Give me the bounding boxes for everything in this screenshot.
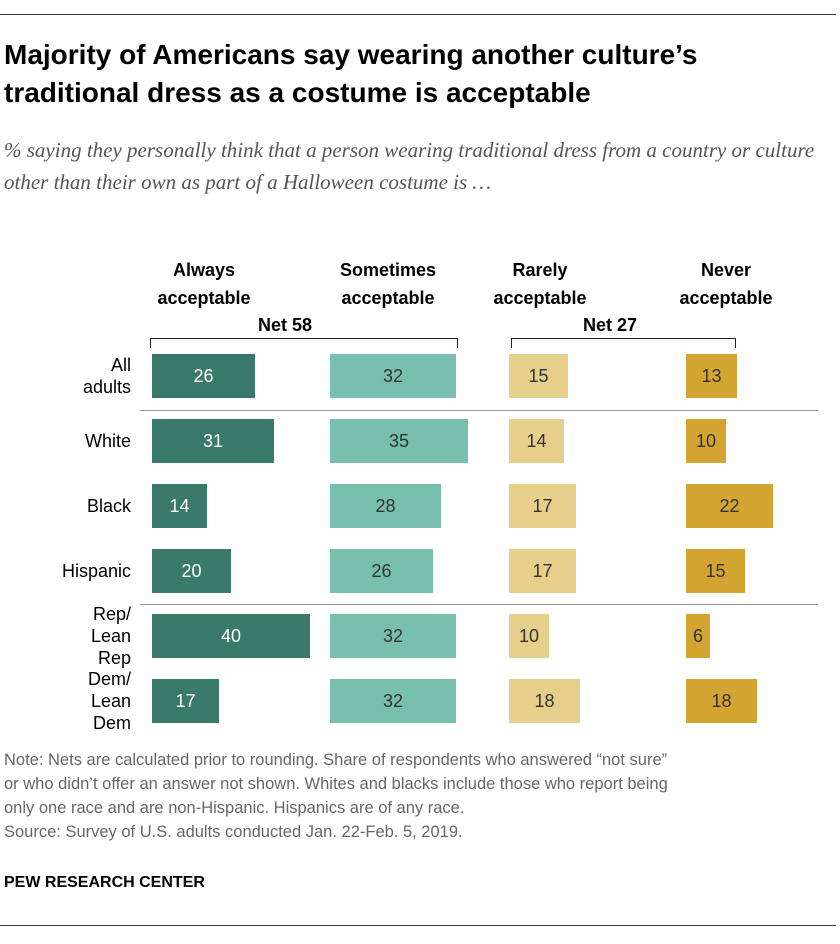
- bar-never-acceptable-rep-lean-rep: 6: [686, 614, 710, 658]
- bar-always-acceptable-all-adults: 26: [152, 354, 255, 398]
- column-header-line: acceptable: [341, 288, 435, 308]
- bar-rarely-acceptable-hispanic: 17: [509, 549, 576, 593]
- bar-never-acceptable-hispanic: 15: [686, 549, 745, 593]
- bar-always-acceptable-hispanic: 20: [152, 549, 231, 593]
- row-label-line: Dem: [92, 713, 131, 733]
- bar-sometimes-acceptable-hispanic: 26: [330, 549, 433, 593]
- row-label-all-adults: All adults: [0, 354, 131, 398]
- row-label-line: Lean: [90, 691, 131, 711]
- row-label-line: Black: [86, 496, 131, 516]
- note-line: only one race and are non-Hispanic. Hisp…: [4, 799, 465, 817]
- row-label-white: White: [0, 430, 131, 452]
- column-header-line: Always: [172, 260, 236, 280]
- chart-notes: Note: Nets are calculated prior to round…: [4, 748, 836, 844]
- bottom-rule: [0, 925, 836, 926]
- bar-always-acceptable-dem-lean-dem: 17: [152, 679, 219, 723]
- chart-subtitle: % saying they personally think that a pe…: [4, 138, 815, 194]
- net-bracket: [511, 338, 736, 348]
- bar-rarely-acceptable-rep-lean-rep: 10: [509, 614, 549, 658]
- column-header-always-acceptable: Always acceptable: [114, 256, 294, 312]
- row-label-line: All: [110, 355, 131, 375]
- row-label-line: White: [84, 431, 131, 451]
- row-label-rep-lean-rep: Rep/Lean Rep: [0, 603, 131, 669]
- column-header-line: Never: [700, 260, 752, 280]
- brand-label: PEW RESEARCH CENTER: [4, 874, 205, 891]
- row-label-line: Rep/: [92, 604, 131, 624]
- bar-sometimes-acceptable-dem-lean-dem: 32: [330, 679, 456, 723]
- column-header-never-acceptable: Never acceptable: [636, 256, 816, 312]
- bar-rarely-acceptable-dem-lean-dem: 18: [509, 679, 580, 723]
- column-header-sometimes-acceptable: Sometimes acceptable: [298, 256, 478, 312]
- net-label-net-27: Net 27: [582, 315, 638, 335]
- bar-never-acceptable-all-adults: 13: [686, 354, 737, 398]
- row-label-line: Hispanic: [61, 561, 131, 581]
- bar-never-acceptable-white: 10: [686, 419, 726, 463]
- group-divider: [140, 410, 818, 411]
- column-header-line: acceptable: [157, 288, 251, 308]
- column-header-line: acceptable: [493, 288, 587, 308]
- bar-rarely-acceptable-white: 14: [509, 419, 564, 463]
- bar-sometimes-acceptable-all-adults: 32: [330, 354, 456, 398]
- row-label-line: Dem/: [87, 669, 131, 689]
- bar-never-acceptable-black: 22: [686, 484, 773, 528]
- source-line: Source: Survey of U.S. adults conducted …: [4, 823, 463, 841]
- column-header-rarely-acceptable: Rarely acceptable: [450, 256, 630, 312]
- row-label-dem-lean-dem: Dem/Lean Dem: [0, 668, 131, 734]
- row-label-line: Rep: [97, 648, 131, 668]
- bar-sometimes-acceptable-white: 35: [330, 419, 468, 463]
- group-divider: [140, 604, 818, 605]
- bar-always-acceptable-black: 14: [152, 484, 207, 528]
- column-header-line: Sometimes: [339, 260, 437, 280]
- bar-rarely-acceptable-all-adults: 15: [509, 354, 568, 398]
- net-bracket: [150, 338, 458, 348]
- row-label-line: Lean: [90, 626, 131, 646]
- row-label-line: adults: [82, 377, 131, 397]
- bar-always-acceptable-white: 31: [152, 419, 274, 463]
- bar-sometimes-acceptable-black: 28: [330, 484, 441, 528]
- chart-title: Majority of Americans say wearing anothe…: [4, 39, 698, 108]
- note-line: or who didn’t offer an answer not shown.…: [4, 775, 668, 793]
- column-header-line: acceptable: [679, 288, 773, 308]
- bar-sometimes-acceptable-rep-lean-rep: 32: [330, 614, 456, 658]
- bar-always-acceptable-rep-lean-rep: 40: [152, 614, 310, 658]
- note-line: Note: Nets are calculated prior to round…: [4, 751, 668, 769]
- bar-rarely-acceptable-black: 17: [509, 484, 576, 528]
- bar-never-acceptable-dem-lean-dem: 18: [686, 679, 757, 723]
- column-header-line: Rarely: [512, 260, 568, 280]
- top-rule: [0, 14, 836, 15]
- row-label-hispanic: Hispanic: [0, 560, 131, 582]
- row-label-black: Black: [0, 495, 131, 517]
- net-label-net-58: Net 58: [257, 315, 313, 335]
